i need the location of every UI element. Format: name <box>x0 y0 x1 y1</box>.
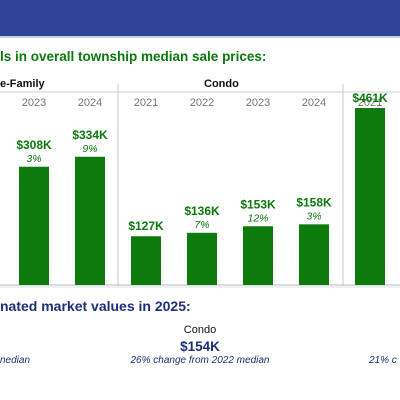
bar-value-label: $158K <box>296 195 332 209</box>
market-condo-label: Condo <box>183 324 217 336</box>
bar <box>187 232 217 285</box>
group-label-single-family: e-Family <box>0 78 45 90</box>
chart-heading: ls in overall township median sale price… <box>0 49 267 64</box>
x-tick-label: 2024 <box>78 97 102 109</box>
bar-value-label: $153K <box>240 197 276 211</box>
bar <box>299 224 329 285</box>
x-tick-label: 2022 <box>190 97 214 109</box>
x-tick-label: 2021 <box>358 97 382 109</box>
bar <box>243 226 273 285</box>
bar-value-label: $461K <box>352 91 388 105</box>
bar <box>75 156 105 285</box>
percent-change-label: 12% <box>247 212 268 224</box>
bar-value-label: $334K <box>72 128 108 142</box>
market-note-center: 26% change from 2022 median <box>130 355 270 366</box>
bar-value-label: $136K <box>184 204 220 218</box>
market-values-heading: nated market values in 2025: <box>0 298 191 314</box>
bar-value-label: $127K <box>128 219 164 233</box>
percent-change-label: 7% <box>194 219 209 231</box>
header-band <box>0 0 400 38</box>
bar <box>131 236 161 285</box>
group-label-condo: Condo <box>204 78 239 90</box>
x-tick-label: 2024 <box>302 97 326 109</box>
x-tick-label: 2023 <box>246 97 270 109</box>
market-note-left: nedian <box>0 355 31 366</box>
percent-change-label: 3% <box>306 210 321 222</box>
x-tick-label: 2023 <box>22 97 46 109</box>
bar <box>19 166 49 285</box>
market-note-right: 21% c <box>369 355 397 366</box>
percent-change-label: 9% <box>82 143 97 155</box>
percent-change-label: 3% <box>26 153 41 165</box>
x-tick-label: 2021 <box>134 97 158 109</box>
bar <box>355 108 385 285</box>
market-condo-value: $154K <box>180 339 220 354</box>
bar-value-label: $308K <box>16 138 52 152</box>
